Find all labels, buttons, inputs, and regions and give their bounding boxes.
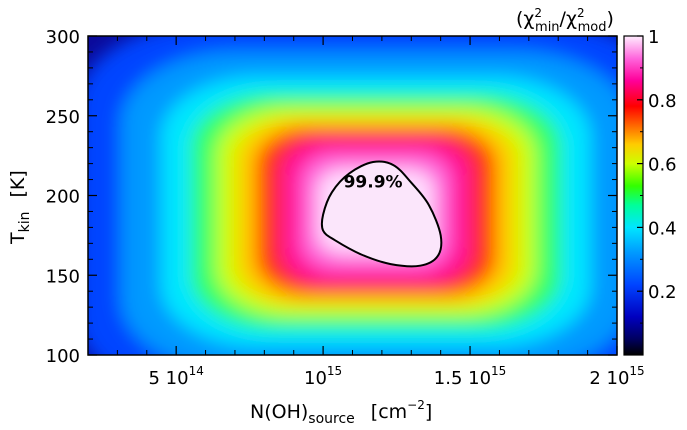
x-tick-label-1: 1015 bbox=[304, 364, 342, 389]
y-axis-title: Tkin[K] bbox=[7, 170, 33, 245]
contour-99-9 bbox=[320, 160, 443, 268]
x-tick-label-0: 5 1014 bbox=[148, 364, 203, 389]
contour-label: 99.9% bbox=[344, 173, 403, 193]
heatmap-field bbox=[88, 36, 617, 355]
y-axis: 100 150 200 250 300 bbox=[46, 27, 617, 367]
y-tick-label-3: 250 bbox=[46, 107, 80, 128]
colorbar-tick-label-3: 0.8 bbox=[648, 91, 677, 112]
y-tick-label-1: 150 bbox=[46, 266, 80, 287]
x-axis: 5 1014 1015 1.5 1015 2 1015 bbox=[116, 36, 645, 389]
colorbar-tick-label-1: 0.4 bbox=[648, 218, 677, 239]
colorbar-tick-label-0: 0.2 bbox=[648, 282, 677, 303]
colorbar-tick-label-2: 0.6 bbox=[648, 155, 677, 176]
x-tick-label-2: 1.5 1015 bbox=[434, 364, 507, 389]
colorbar-axis: 0.2 0.4 0.6 0.8 1 bbox=[637, 27, 677, 324]
y-tick-label-2: 200 bbox=[46, 187, 80, 208]
y-tick-label-0: 100 bbox=[46, 346, 80, 367]
colorbar-title: (χ2 min/χ2 mod) bbox=[516, 6, 614, 35]
contour-layer: 99.9% bbox=[320, 160, 443, 268]
colorbar-tick-label-4: 1 bbox=[648, 27, 659, 48]
x-axis-title: N(OH)source [cm−2] bbox=[250, 398, 432, 427]
x-tick-label-3: 2 1015 bbox=[589, 364, 644, 389]
y-tick-label-4: 300 bbox=[46, 27, 80, 48]
